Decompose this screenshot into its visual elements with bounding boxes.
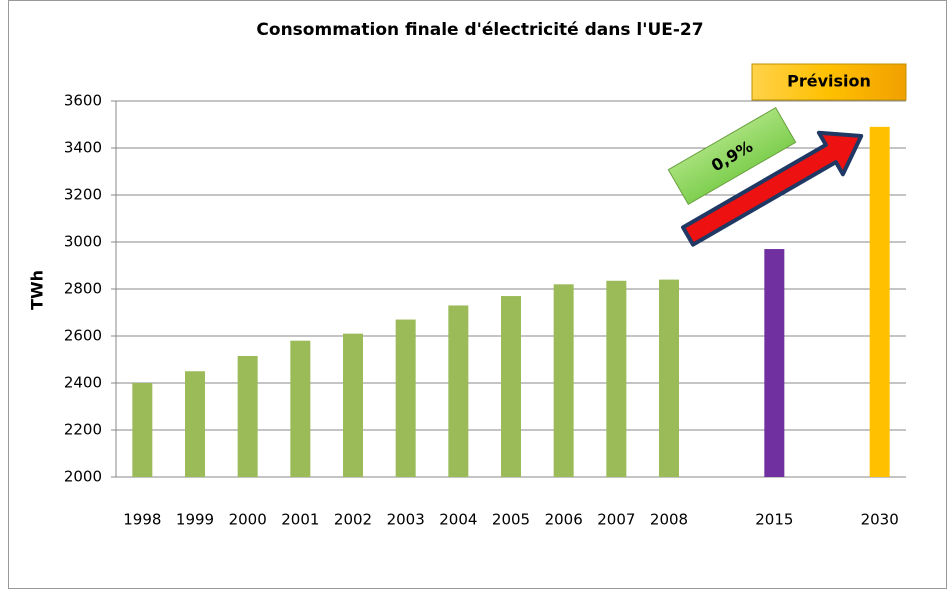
arrow-shape: [681, 130, 864, 247]
x-tick-label: 2007: [597, 511, 635, 529]
growth-tag: 0,9%: [667, 106, 797, 206]
y-tick-label: 2800: [64, 280, 102, 298]
x-tick-label: 2001: [281, 511, 319, 529]
bar: [764, 249, 785, 477]
y-tick-label: 3600: [64, 92, 102, 110]
x-tick-label: 2005: [492, 511, 530, 529]
y-axis-label: TWh: [28, 270, 47, 310]
x-tick-label: 2004: [439, 511, 477, 529]
bar: [869, 126, 890, 477]
bar: [395, 319, 416, 477]
bar: [185, 371, 205, 477]
y-tick-label: 3000: [64, 233, 102, 251]
y-tick-label: 3400: [64, 139, 102, 157]
y-tick-label: 2200: [64, 421, 102, 439]
bar: [343, 333, 363, 477]
x-tick-label: 2003: [387, 511, 425, 529]
bar: [553, 284, 574, 477]
forecast-box: [751, 63, 907, 101]
x-tick-label: 2008: [650, 511, 688, 529]
x-tick-label: 2000: [229, 511, 267, 529]
bar: [290, 340, 311, 477]
y-tick-label: 2600: [64, 327, 102, 345]
growth-box: [667, 106, 797, 206]
x-tick-label: 2030: [861, 511, 899, 529]
bar: [448, 305, 469, 477]
chart-title: Consommation finale d'électricité dans l…: [256, 20, 703, 40]
bar: [237, 355, 258, 477]
x-tick-label: 1999: [176, 511, 214, 529]
bar: [606, 280, 627, 477]
x-tick-label: 1998: [123, 511, 161, 529]
y-tick-label: 2000: [64, 468, 102, 486]
y-tick-label: 2400: [64, 374, 102, 392]
bar: [132, 383, 153, 477]
x-tick-label: 2002: [334, 511, 372, 529]
forecast-label: Prévision: [787, 72, 871, 91]
x-tick-label: 2015: [755, 511, 793, 529]
bar: [659, 279, 679, 477]
x-tick-label: 2006: [545, 511, 583, 529]
growth-arrow: [681, 130, 864, 247]
y-tick-label: 3200: [64, 186, 102, 204]
bar: [501, 296, 521, 477]
